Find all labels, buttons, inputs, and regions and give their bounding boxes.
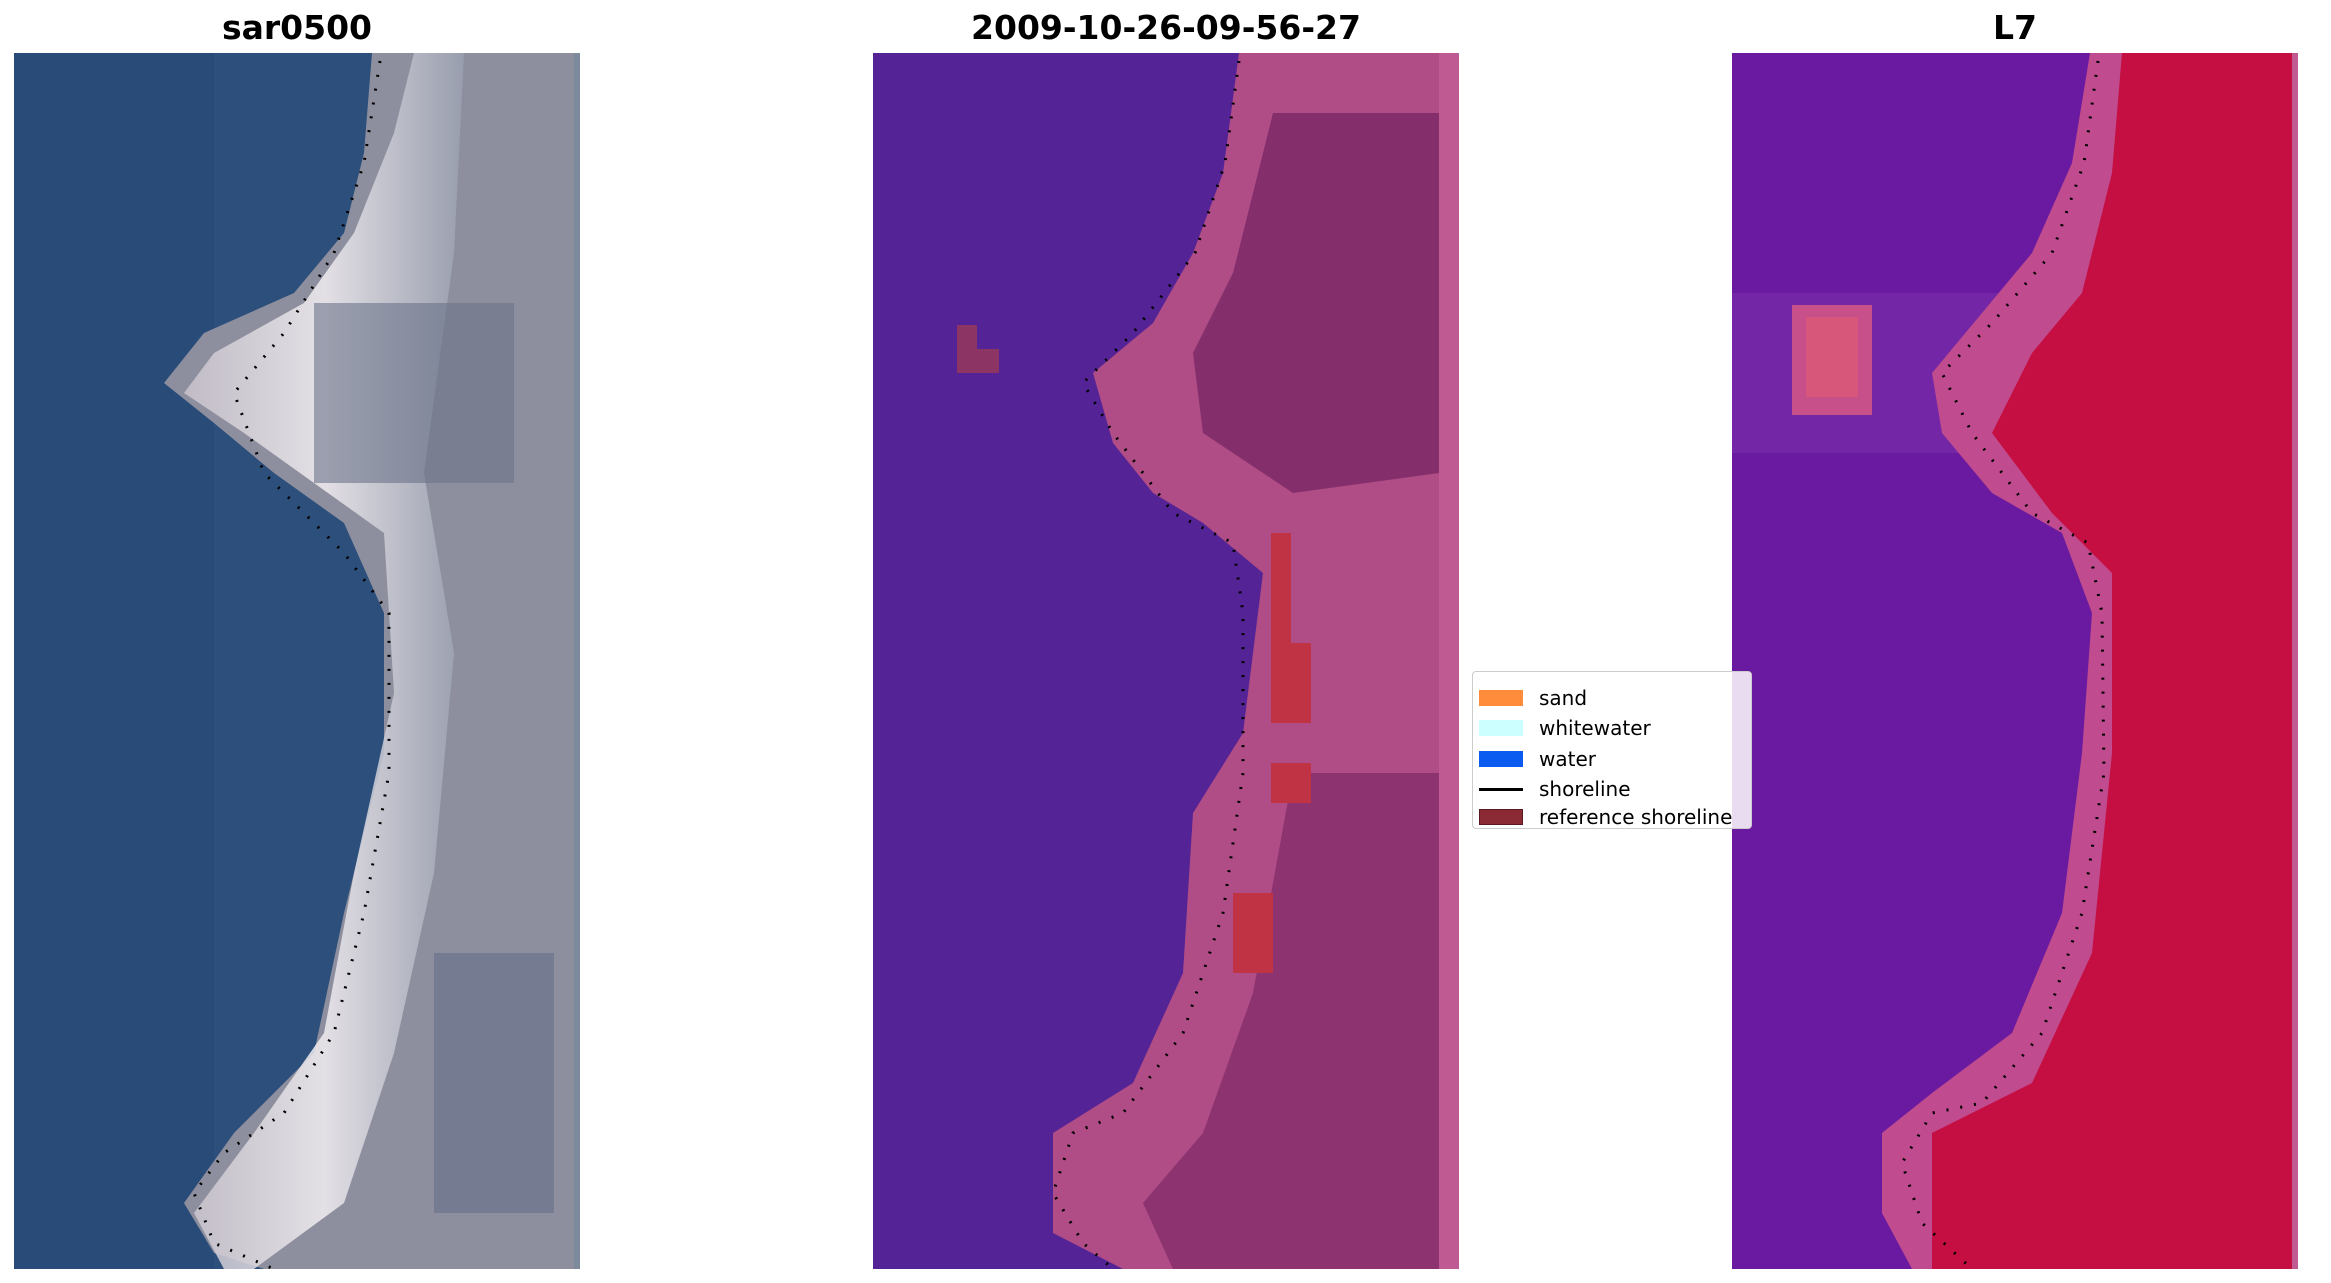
classified-image-panel	[873, 53, 1459, 1269]
classified-image	[873, 53, 1459, 1269]
sand-swatch	[1479, 690, 1523, 706]
reference-shoreline-swatch	[1479, 809, 1523, 825]
legend-label: whitewater	[1539, 716, 1651, 740]
legend-label: shoreline	[1539, 777, 1631, 801]
mndwi-image-panel	[1732, 53, 2298, 1269]
panel-title-mndwi: L7	[1993, 8, 2037, 47]
panel-title-classified: 2009-10-26-09-56-27	[971, 8, 1361, 47]
legend-item-reference-shoreline: reference shoreline	[1479, 804, 1732, 830]
mndwi-image	[1732, 53, 2298, 1269]
shoreline-rgb	[192, 60, 391, 1269]
legend-item-whitewater: whitewater	[1479, 713, 1651, 743]
water-swatch	[1479, 751, 1523, 767]
rgb-image	[14, 53, 580, 1269]
rgb-image-panel	[14, 53, 580, 1269]
legend-label: reference shoreline	[1539, 805, 1733, 829]
legend-label: sand	[1539, 686, 1588, 710]
shoreline-line-icon	[1479, 787, 1523, 791]
panel-title-rgb: sar0500	[221, 8, 373, 47]
whitewater-swatch	[1479, 720, 1523, 736]
legend-item-water: water	[1479, 744, 1596, 774]
legend: sand whitewater water shoreline referenc…	[1472, 671, 1752, 829]
legend-label: water	[1539, 747, 1596, 771]
legend-item-sand: sand	[1479, 683, 1587, 713]
legend-item-shoreline: shoreline	[1479, 774, 1631, 804]
